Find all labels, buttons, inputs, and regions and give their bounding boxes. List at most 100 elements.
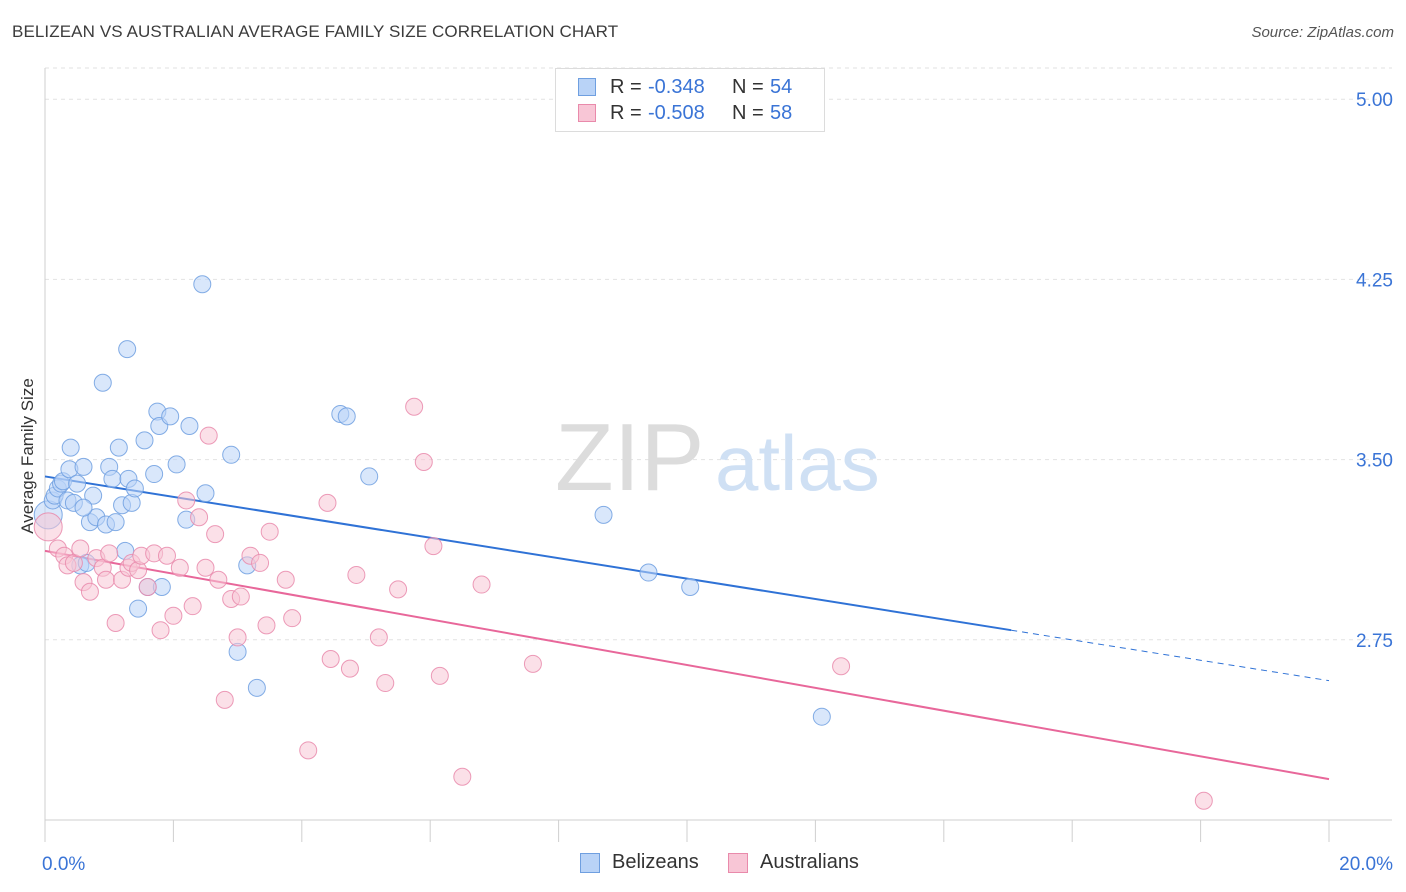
belizean-point <box>180 416 199 435</box>
australian-point <box>340 659 359 678</box>
australian-point <box>318 493 337 512</box>
bottom-legend-belizeans: Belizeans <box>580 851 699 874</box>
australian-point <box>215 690 234 709</box>
bottom-legend-swatch-belizeans <box>580 852 600 873</box>
bottom-legend-australians: Australians <box>728 851 859 874</box>
australian-point <box>106 613 125 632</box>
legend-swatch-belizeans <box>578 78 596 96</box>
belizean-point <box>68 474 87 493</box>
y-tick-label: 2.75 <box>1356 631 1393 652</box>
australian-point <box>33 512 63 542</box>
australian-point <box>96 570 115 589</box>
australian-point <box>80 582 99 601</box>
belizean-point <box>337 407 356 426</box>
australian-point <box>283 609 302 628</box>
australian-point <box>260 522 279 541</box>
australian-point <box>209 570 228 589</box>
y-axis-label: Average Family Size <box>18 378 37 534</box>
trendlines <box>44 475 1330 781</box>
legend-r-label: R = <box>610 101 642 124</box>
belizean-point <box>167 455 186 474</box>
legend-n-value: 54 <box>770 75 793 98</box>
bottom-legend-label-belizeans: Belizeans <box>612 851 699 873</box>
australian-point <box>151 621 170 640</box>
legend-r-value: -0.508 <box>648 101 705 124</box>
belizean-point <box>135 431 154 450</box>
y-tick-label: 3.50 <box>1356 451 1393 472</box>
chart-title: BELIZEAN VS AUSTRALIAN AVERAGE FAMILY SI… <box>12 22 619 41</box>
australian-point <box>832 657 851 676</box>
australian-point <box>251 553 270 572</box>
legend-n-label: N = <box>732 75 764 98</box>
australian-point <box>183 597 202 616</box>
legend-swatch-australians <box>578 104 596 122</box>
australian-point <box>523 654 542 673</box>
belizean-point <box>594 505 613 524</box>
australian-point <box>257 616 276 635</box>
australian-point <box>196 558 215 577</box>
belizean-point <box>61 438 80 457</box>
belizean-point <box>812 707 831 726</box>
belizean-point <box>74 498 93 517</box>
belizean-point <box>196 484 215 503</box>
watermark-zip: ZIP <box>555 404 704 511</box>
source-note: Source: ZipAtlas.com <box>1251 24 1394 41</box>
legend-n-label: N = <box>732 101 764 124</box>
belizean-point <box>360 467 379 486</box>
australian-point <box>199 426 218 445</box>
australian-point <box>453 767 472 786</box>
trendline-extension <box>1011 629 1330 682</box>
correlation-legend: R = -0.348 N = 54 R = -0.508 N = 58 <box>555 68 825 132</box>
bottom-legend-swatch-australians <box>728 852 748 873</box>
legend-row-australians: R = -0.508 N = 58 <box>578 101 792 125</box>
belizean-point <box>74 457 93 476</box>
axes <box>44 68 1392 842</box>
australian-point <box>228 628 247 647</box>
australian-point <box>472 575 491 594</box>
belizean-point <box>129 599 148 618</box>
australian-point <box>389 580 408 599</box>
australian-point <box>321 650 340 669</box>
belizean-point <box>222 445 241 464</box>
trendline-australians <box>44 549 1330 781</box>
australian-point <box>430 666 449 685</box>
legend-r-label: R = <box>610 75 642 98</box>
y-tick-label: 4.25 <box>1356 270 1393 291</box>
bottom-legend-label-australians: Australians <box>760 851 859 873</box>
belizean-point <box>193 275 212 294</box>
legend-row-belizeans: R = -0.348 N = 54 <box>578 75 792 99</box>
australian-point <box>299 741 318 760</box>
belizean-point <box>93 373 112 392</box>
australian-point <box>157 546 176 565</box>
australian-point <box>71 539 90 558</box>
australian-point <box>1194 791 1213 810</box>
australian-point <box>405 397 424 416</box>
belizean-point <box>145 465 164 484</box>
belizean-point <box>681 577 700 596</box>
belizean-point <box>161 407 180 426</box>
belizean-point <box>84 486 103 505</box>
watermark: ZIP atlas <box>555 404 880 511</box>
australian-point <box>190 508 209 527</box>
australian-point <box>164 606 183 625</box>
australian-point <box>276 570 295 589</box>
y-tick-label: 5.00 <box>1356 90 1393 111</box>
belizean-point <box>103 469 122 488</box>
watermark-atlas: atlas <box>715 419 880 507</box>
australian-point <box>414 453 433 472</box>
belizean-point <box>247 678 266 697</box>
australian-point <box>170 558 189 577</box>
australian-point <box>424 537 443 556</box>
legend-n-value: 58 <box>770 101 793 124</box>
australian-point <box>231 587 250 606</box>
legend-r-value: -0.348 <box>648 75 705 98</box>
data-points <box>33 275 1213 810</box>
australian-point <box>206 525 225 544</box>
australian-point <box>369 628 388 647</box>
belizean-point <box>109 438 128 457</box>
australian-point <box>177 491 196 510</box>
x-tick-label: 0.0% <box>42 854 85 875</box>
belizean-point <box>106 513 125 532</box>
australian-point <box>138 577 157 596</box>
